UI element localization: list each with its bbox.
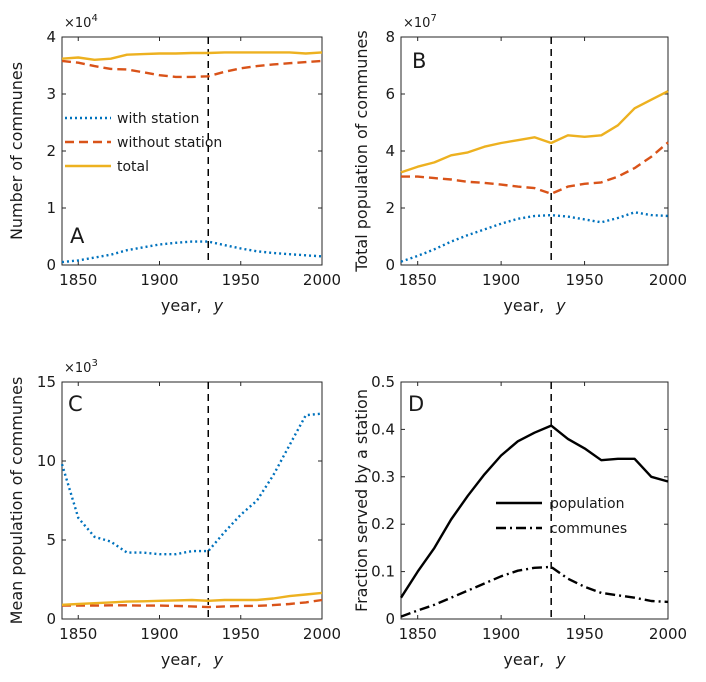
x-axis-label-var: y [555,650,566,669]
x-axis-label-text: year, [161,296,202,315]
y-tick-label: 0.2 [371,515,395,533]
legend: with station without station total [65,111,222,175]
x-tick-label: 2000 [303,625,341,643]
y-tick-label: 4 [46,28,56,46]
x-axis-label: year, y [161,650,224,669]
x-tick-label: 2000 [303,271,341,289]
x-tick-label: 1950 [222,271,260,289]
panel-letter: B [412,49,426,73]
x-axis-label: year, y [503,296,566,315]
x-axis-label-text: year, [503,296,544,315]
series-line-without-station [61,59,323,79]
x-tick-label: 1900 [140,271,178,289]
y-tick-label: 6 [385,85,395,103]
panel-letter: C [68,392,83,416]
legend: population communes [496,496,627,537]
y-axis-label: Fraction served by a station [352,389,371,612]
x-axis-label-var: y [213,650,224,669]
series-line-total [400,90,669,174]
x-tick-label: 2000 [649,271,687,289]
y-axis-label: Mean population of communes [7,377,26,625]
x-tick-label: 2000 [649,625,687,643]
x-tick-label: 1850 [59,625,97,643]
series-line-communes [400,565,669,618]
axes-box [61,36,323,266]
x-tick-label: 1900 [482,271,520,289]
y-axis-label: Number of communes [7,62,26,240]
x-tick-label: 1900 [140,625,178,643]
y-tick-label: 0 [46,256,56,274]
x-tick-label: 1850 [399,271,437,289]
y-tick-label: 3 [46,85,56,103]
exponent-base: ×10 [64,16,91,31]
x-axis-label: year, y [503,650,566,669]
y-tick-label: 8 [385,28,395,46]
panel-letter: D [408,392,424,416]
x-axis-label-text: year, [503,650,544,669]
y-tick-label: 1 [46,199,56,217]
exponent-power: 4 [91,13,97,24]
axis-exponent: ×103 [64,358,98,376]
legend-label: without station [117,135,222,151]
series-line-total [61,51,323,61]
x-axis-label-text: year, [161,650,202,669]
legend-label: communes [550,521,627,537]
x-tick-label: 1850 [59,271,97,289]
y-tick-label: 0.5 [371,373,395,391]
series-line-with-station [400,211,669,263]
exponent-base: ×10 [403,16,430,31]
legend-label: population [550,496,625,512]
y-tick-label: 0.3 [371,468,395,486]
y-axis-label: Total population of communes [352,30,371,272]
y-tick-label: 2 [46,142,56,160]
exponent-base: ×10 [64,361,91,376]
axis-exponent: ×107 [403,13,437,31]
x-tick-label: 1850 [399,625,437,643]
exponent-power: 7 [430,13,436,24]
x-tick-label: 1950 [565,625,603,643]
y-tick-label: 0.4 [371,420,395,438]
y-tick-label: 15 [37,373,56,391]
axes-box [400,381,669,620]
x-tick-label: 1950 [565,271,603,289]
y-tick-label: 4 [385,142,395,160]
axis-exponent: ×104 [64,13,98,31]
x-axis-label-var: y [555,296,566,315]
y-tick-label: 0 [46,610,56,628]
y-tick-label: 2 [385,199,395,217]
x-axis-label-var: y [213,296,224,315]
axes-box [400,36,669,266]
panel-letter: A [70,224,85,248]
x-axis-label: year, y [161,296,224,315]
y-tick-label: 5 [46,531,56,549]
legend-label: total [117,159,149,175]
exponent-power: 3 [91,358,97,369]
series-line-with-station [60,412,323,556]
series-line-population [399,424,669,599]
series-line-without-station [62,598,323,609]
y-tick-label: 10 [37,452,56,470]
y-tick-label: 0 [385,610,395,628]
y-tick-label: 0 [385,256,395,274]
legend-label: with station [117,111,199,127]
axes-box [61,381,323,620]
x-tick-label: 1950 [222,625,260,643]
x-tick-label: 1900 [482,625,520,643]
series-line-with-station [61,240,323,264]
series-line-total [61,591,323,606]
y-tick-label: 0.1 [371,563,395,581]
series-line-without-station [401,141,669,196]
